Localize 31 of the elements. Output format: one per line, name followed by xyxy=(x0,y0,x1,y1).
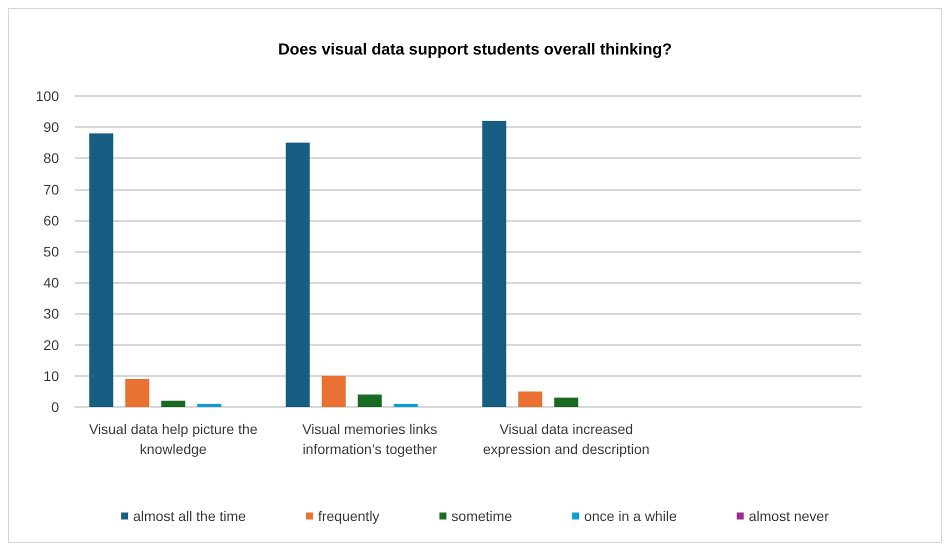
y-tick-label: 10 xyxy=(43,368,60,384)
y-tick-label: 20 xyxy=(43,336,60,353)
x-tick-label: Visual data help picture the knowledge xyxy=(88,421,258,457)
y-tick-label: 50 xyxy=(43,244,60,260)
bar xyxy=(482,120,506,407)
bar xyxy=(89,133,114,407)
bar xyxy=(554,398,578,407)
y-tick-label: 90 xyxy=(43,119,60,136)
legend-label: sometime xyxy=(451,508,512,524)
y-tick-label: 30 xyxy=(43,306,60,322)
x-tick-label: Visual data increased expression and description xyxy=(482,421,650,457)
bar xyxy=(358,394,382,407)
y-tick-label: 0 xyxy=(51,399,60,415)
y-tick-label: 80 xyxy=(43,150,60,166)
x-tick-label: Visual memories links information’s together xyxy=(302,421,438,457)
chart-title: Does visual data support students overall thinking? xyxy=(278,42,672,58)
bar xyxy=(518,391,542,407)
legend-label: almost all the time xyxy=(133,508,246,524)
y-tick-label: 40 xyxy=(43,274,60,291)
bar xyxy=(161,400,186,407)
bar xyxy=(394,404,418,407)
bar xyxy=(322,376,346,407)
legend-label: once in a while xyxy=(584,508,677,524)
bar xyxy=(286,142,310,407)
y-tick-label: 60 xyxy=(43,212,60,228)
legend-label: frequently xyxy=(318,508,380,524)
bar xyxy=(197,404,222,407)
legend-label: almost never xyxy=(748,508,830,524)
bar xyxy=(125,379,150,407)
y-tick-label: 70 xyxy=(43,181,60,198)
y-tick-label: 100 xyxy=(36,88,60,104)
